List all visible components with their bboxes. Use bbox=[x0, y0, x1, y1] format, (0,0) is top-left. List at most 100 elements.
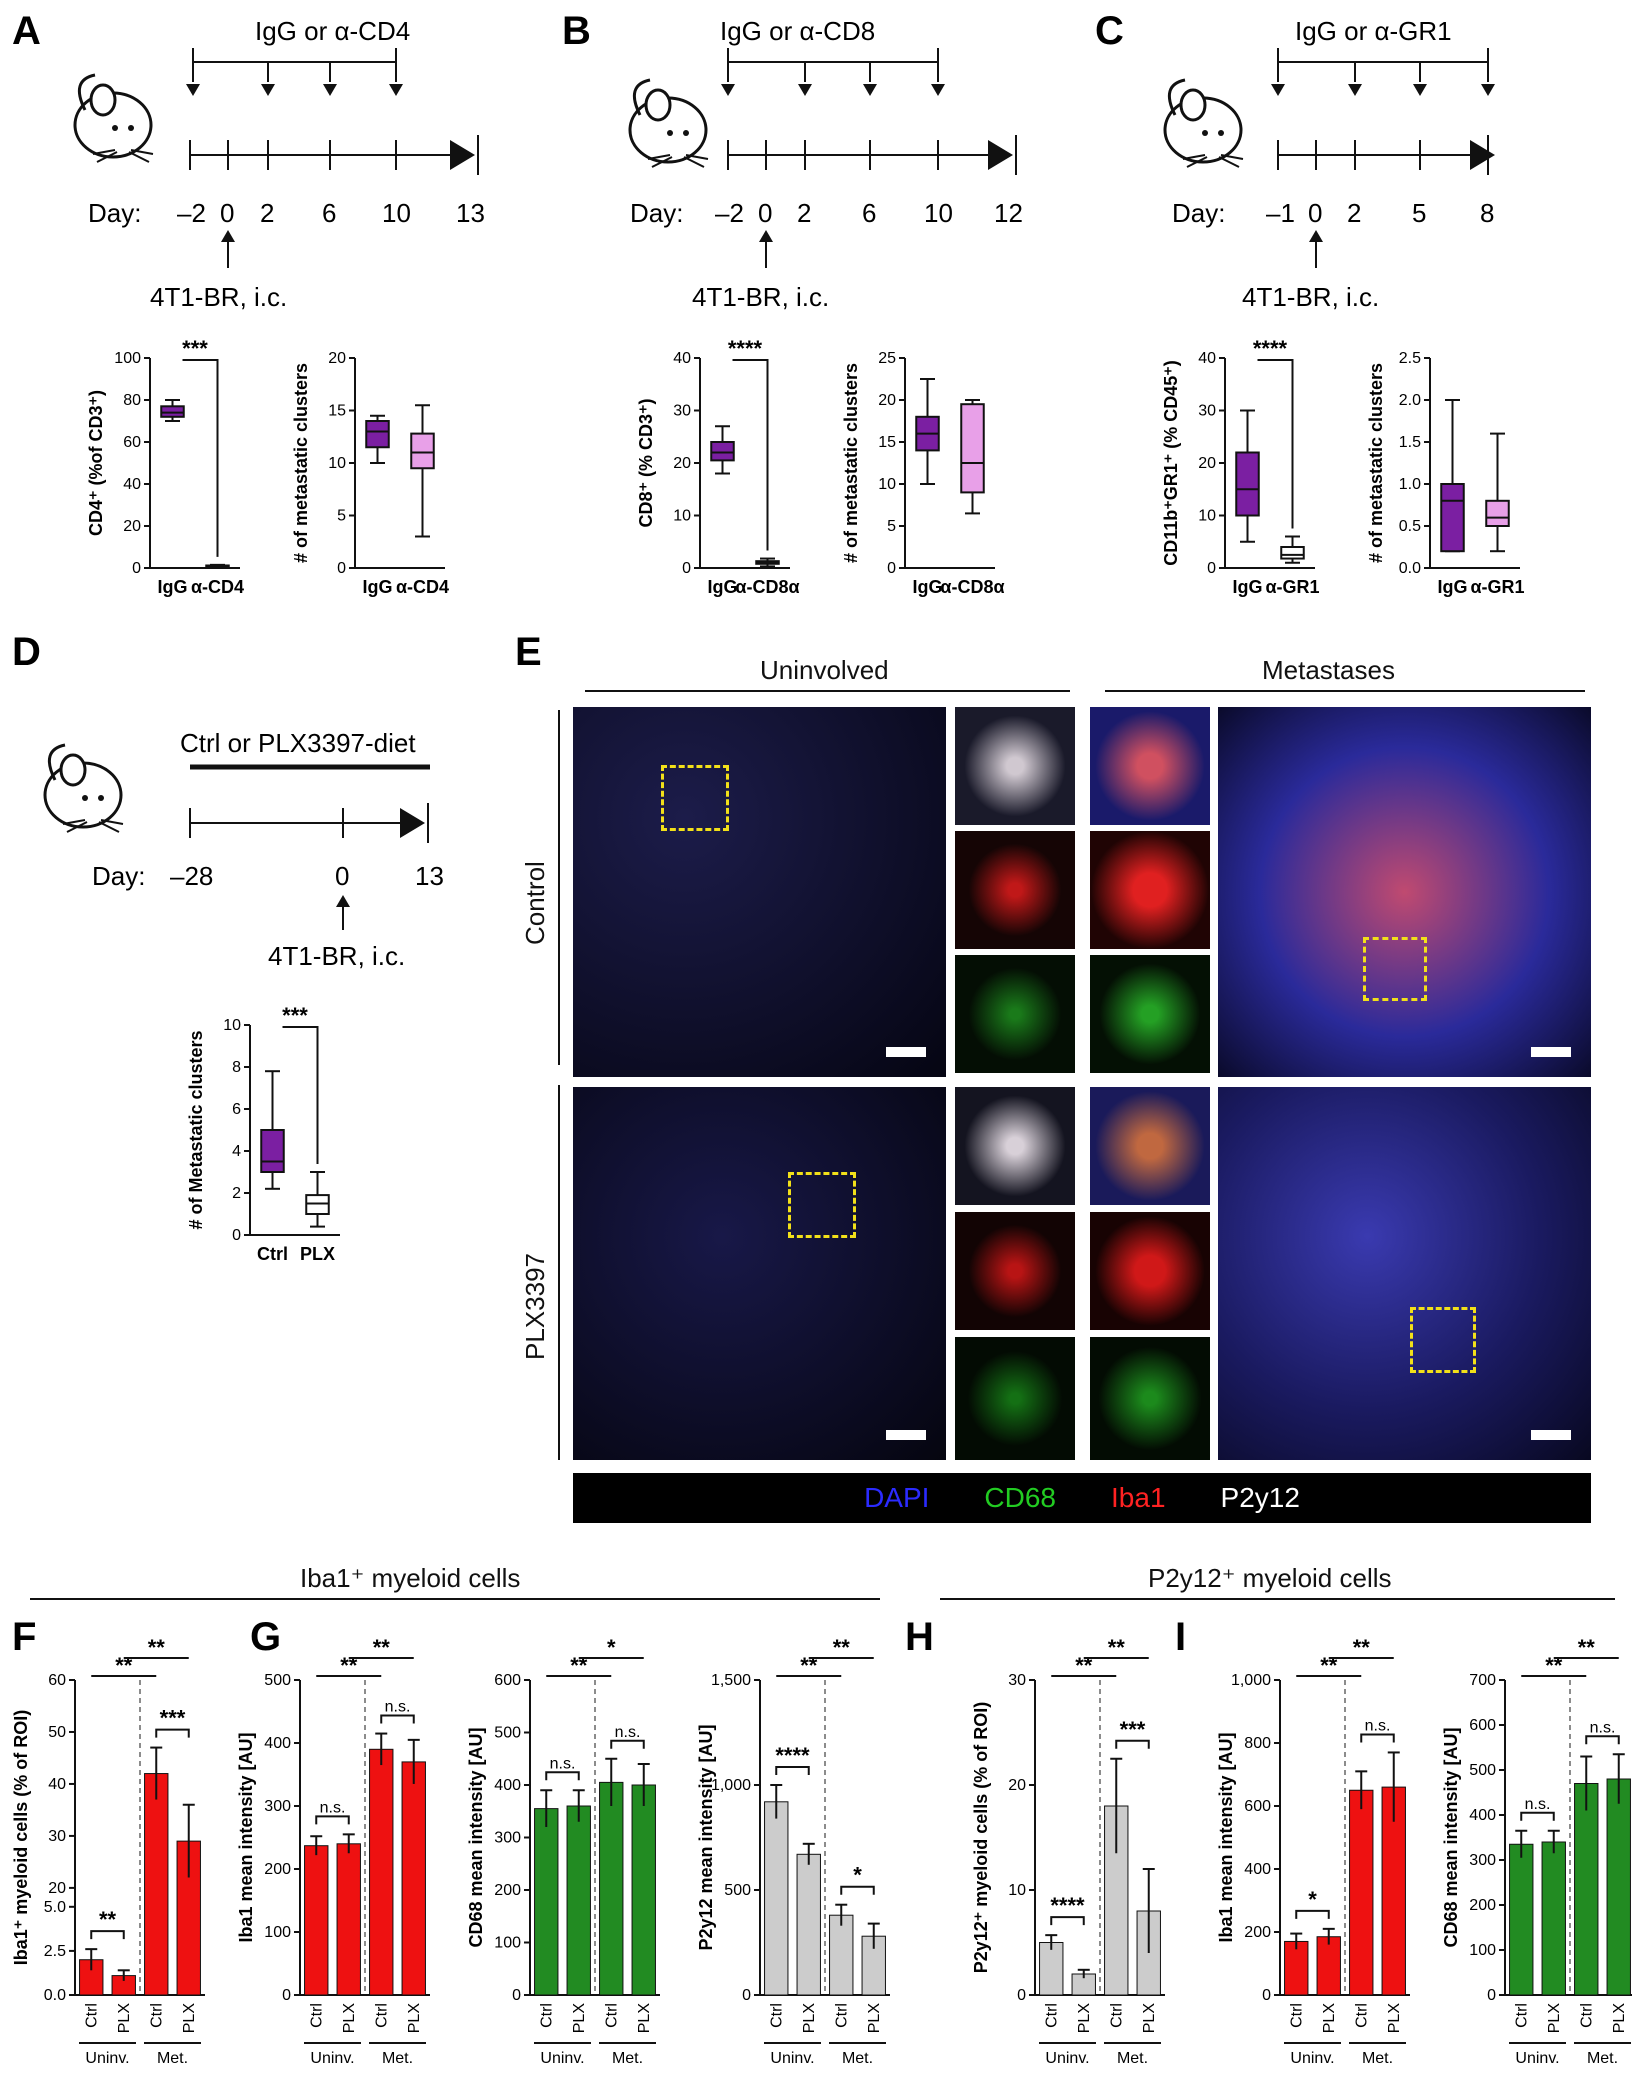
day-tick: 2 bbox=[1347, 198, 1361, 228]
x-tick-label: PLX bbox=[181, 2003, 198, 2034]
group-label-uninvolved: Uninv. bbox=[85, 2050, 129, 2067]
box bbox=[365, 420, 390, 449]
y-tick-label: 200 bbox=[494, 1882, 521, 1899]
y-tick-label: 500 bbox=[1469, 1762, 1496, 1779]
treatment-label-b: IgG or α-CD8 bbox=[720, 16, 875, 46]
day-tick: –2 bbox=[715, 198, 744, 228]
x-tick-label: Ctrl bbox=[1513, 2003, 1530, 2028]
significance-bracket bbox=[840, 1885, 875, 1895]
y-tick-label: 10 bbox=[328, 455, 346, 472]
y-tick-label: 15 bbox=[328, 403, 346, 420]
group-label-uninvolved: Uninv. bbox=[1290, 2050, 1334, 2067]
scale-bar bbox=[1531, 1430, 1571, 1440]
x-tick-label: Ctrl bbox=[1108, 2003, 1125, 2028]
group-label-metastases: Met. bbox=[1362, 2050, 1393, 2067]
y-tick-label: 40 bbox=[123, 476, 141, 493]
scale-bar bbox=[886, 1047, 926, 1057]
significance-label: *** bbox=[160, 1706, 186, 1731]
x-tick-label: PLX bbox=[1611, 2003, 1628, 2034]
significance-label: n.s. bbox=[615, 1724, 641, 1741]
injection-label-d: 4T1-BR, i.c. bbox=[268, 941, 405, 971]
significance-label: ** bbox=[1075, 1653, 1093, 1678]
y-tick-label: 500 bbox=[724, 1882, 751, 1899]
micrograph-plx-metastases bbox=[1218, 1087, 1591, 1460]
day-tick: 0 bbox=[1308, 198, 1322, 228]
group-label-uninvolved: Uninv. bbox=[1515, 2050, 1559, 2067]
row-label-control: Control bbox=[520, 861, 550, 945]
x-tick-label: PLX bbox=[341, 2003, 358, 2034]
bar bbox=[764, 1801, 789, 1996]
bar bbox=[401, 1761, 426, 1996]
row-label-plx3397: PLX3397 bbox=[520, 1253, 550, 1360]
chart-c2: 0.0 0.5 1.0 1.5 2.0 2.5 # of metastatic cluste… bbox=[1366, 350, 1525, 597]
y-tick-label: 20 bbox=[1198, 455, 1216, 472]
bar bbox=[1574, 1783, 1599, 1996]
y-tick-label: 40 bbox=[48, 1776, 66, 1793]
y-tick-label: 200 bbox=[1244, 1924, 1271, 1941]
row-divider bbox=[558, 1085, 560, 1460]
x-tick-label: α-CD4 bbox=[396, 577, 449, 597]
x-tick-label: PLX bbox=[636, 2003, 653, 2034]
significance-label: *** bbox=[182, 336, 208, 361]
x-tick-label: PLX bbox=[116, 2003, 133, 2034]
y-axis-label: P2y12 mean intensity [AU] bbox=[696, 1724, 716, 1950]
injection-label-a: 4T1-BR, i.c. bbox=[150, 282, 287, 312]
significance-label: ** bbox=[800, 1653, 818, 1678]
x-tick-label: PLX bbox=[1321, 2003, 1338, 2034]
y-tick-label: 400 bbox=[1244, 1861, 1271, 1878]
significance-label: **** bbox=[1050, 1893, 1085, 1918]
y-tick-label: 100 bbox=[494, 1935, 521, 1952]
treatment-label-a: IgG or α-CD4 bbox=[255, 16, 410, 46]
legend-dapi: DAPI bbox=[864, 1482, 930, 1513]
group-label-metastases: Met. bbox=[842, 2050, 873, 2067]
significance-bracket bbox=[610, 1739, 645, 1749]
day-tick: 5 bbox=[1412, 198, 1426, 228]
box bbox=[160, 405, 185, 418]
y-tick-label: 2.0 bbox=[1399, 392, 1421, 409]
legend-p2y12: P2y12 bbox=[1220, 1482, 1300, 1513]
significance-label: ** bbox=[373, 1635, 391, 1660]
significance-label: **** bbox=[728, 336, 763, 361]
group-label-uninvolved: Uninv. bbox=[770, 2050, 814, 2067]
box bbox=[305, 1194, 330, 1215]
significance-bracket bbox=[1115, 1739, 1150, 1749]
legend-iba1: Iba1 bbox=[1111, 1482, 1166, 1513]
treatment-label-c: IgG or α-GR1 bbox=[1295, 16, 1452, 46]
bar bbox=[144, 1773, 169, 1996]
y-tick-label: 20 bbox=[48, 1880, 66, 1897]
significance-bracket bbox=[1257, 359, 1294, 529]
bar bbox=[599, 1781, 624, 1996]
significance-label: ** bbox=[1320, 1653, 1338, 1678]
chart-b2: 0 5 10 15 20 25 # of metastatic clusters IgGα-C… bbox=[841, 350, 1005, 597]
day-label-b: Day: bbox=[630, 198, 683, 228]
y-tick-label: 0.0 bbox=[44, 1987, 66, 2004]
chart-c1: 0 10 20 30 40 CD11b⁺GR1⁺ (% CD45⁺) IgG α-GR1 ***… bbox=[1161, 336, 1320, 597]
panel-letter-g: G bbox=[250, 1615, 281, 1659]
panel-letter-b: B bbox=[562, 9, 591, 53]
chart-d1: 0 2 4 6 8 10 # of Metastatic clusters Ctrl PLX **… bbox=[186, 1003, 340, 1264]
significance-bracket bbox=[1585, 1735, 1620, 1745]
significance-label: *** bbox=[282, 1003, 308, 1028]
day-tick: 10 bbox=[382, 198, 411, 228]
bar bbox=[1606, 1778, 1631, 1996]
y-tick-label: 20 bbox=[673, 455, 691, 472]
x-tick-label: IgG bbox=[1438, 577, 1468, 597]
x-tick-label: Ctrl bbox=[603, 2003, 620, 2028]
y-tick-label: 300 bbox=[494, 1830, 521, 1847]
y-tick-label: 1,000 bbox=[1231, 1672, 1271, 1689]
panel-letter-c: C bbox=[1095, 9, 1124, 53]
y-tick-label: 5.0 bbox=[44, 1899, 66, 1916]
y-tick-label: 2 bbox=[232, 1185, 241, 1202]
significance-bracket bbox=[1360, 1733, 1395, 1743]
col-divider bbox=[1105, 690, 1585, 692]
y-tick-label: 1.5 bbox=[1399, 434, 1421, 451]
bar bbox=[1541, 1841, 1566, 1996]
y-tick-label: 700 bbox=[1469, 1672, 1496, 1689]
y-tick-label: 400 bbox=[494, 1777, 521, 1794]
significance-label: n.s. bbox=[320, 1799, 346, 1816]
y-tick-label: 6 bbox=[232, 1101, 241, 1118]
day-tick: 13 bbox=[415, 861, 444, 891]
x-tick-label: Ctrl bbox=[148, 2003, 165, 2028]
box bbox=[1485, 499, 1510, 527]
